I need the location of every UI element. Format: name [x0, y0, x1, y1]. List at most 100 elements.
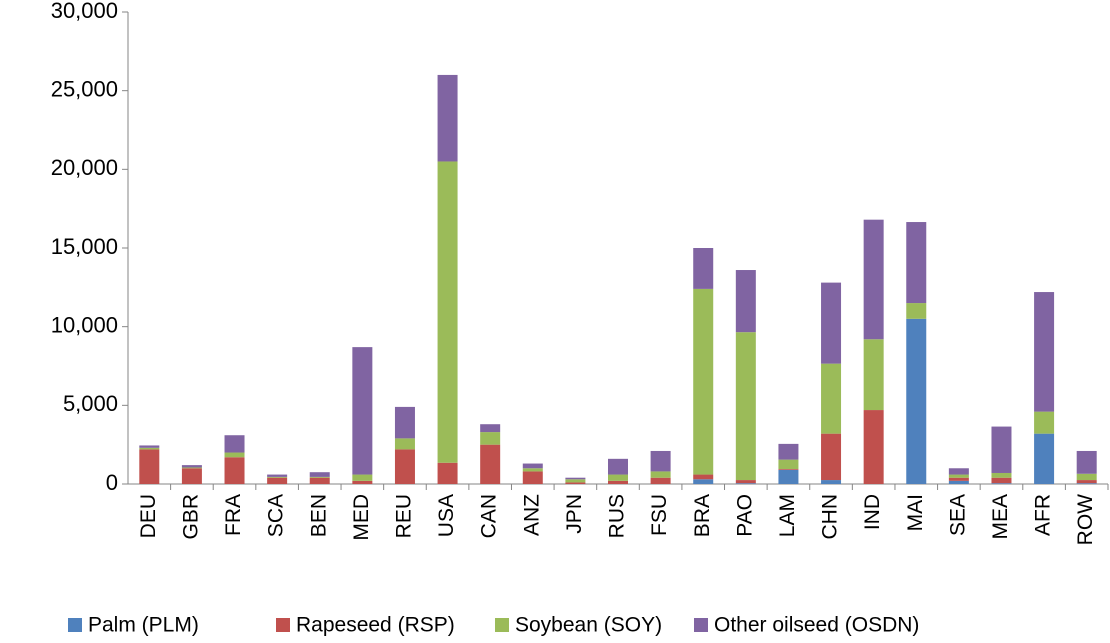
bar-segment [267, 476, 288, 478]
bar-segment [139, 449, 160, 484]
bar-segment [821, 282, 842, 364]
bar-segment [948, 477, 969, 481]
legend-label: Rapeseed (RSP) [296, 614, 455, 637]
bar-segment [394, 438, 415, 450]
x-tick-label: USA [435, 494, 458, 537]
x-tick-label: SCA [265, 494, 288, 537]
bar-segment [863, 410, 884, 484]
bar-segment [821, 433, 842, 481]
legend-swatch [694, 618, 708, 632]
bar-segment [1034, 411, 1055, 434]
bar-segment [693, 248, 714, 289]
y-tick-label: 30,000 [51, 0, 118, 23]
bar-segment [181, 467, 202, 469]
bar-segment [650, 471, 671, 478]
bar-segment [480, 432, 501, 445]
bar-segment [437, 161, 458, 463]
x-tick-label: MED [350, 494, 373, 541]
bar-segment [437, 74, 458, 162]
bar-segment [650, 450, 671, 472]
bar-segment [991, 483, 1012, 484]
legend-label: Other oilseed (OSDN) [714, 614, 919, 637]
bar-segment [821, 363, 842, 434]
bar-segment [735, 270, 756, 333]
bar-segment [394, 449, 415, 484]
bar-segment [181, 465, 202, 468]
x-tick-label: DEU [137, 494, 160, 538]
bar-segment [267, 477, 288, 484]
bar-segment [139, 445, 160, 448]
x-tick-label: RUS [606, 494, 629, 538]
legend-swatch [495, 618, 509, 632]
bar-segment [948, 474, 969, 478]
bar-segment [650, 477, 671, 484]
x-tick-label: FSU [648, 494, 671, 536]
bar-segment [821, 480, 842, 484]
x-tick-label: PAO [733, 494, 756, 537]
bar-segment [565, 482, 586, 484]
x-tick-label: AFR [1032, 494, 1055, 536]
x-tick-label: ROW [1074, 494, 1097, 546]
bar-segment [1034, 433, 1055, 484]
x-tick-label: MEA [989, 494, 1012, 540]
bar-segment [863, 219, 884, 340]
x-tick-label: IND [861, 494, 884, 530]
x-tick-label: SEA [946, 494, 969, 536]
x-tick-label: LAM [776, 494, 799, 537]
bar-segment [437, 462, 458, 484]
x-tick-label: ANZ [520, 494, 543, 536]
y-tick-label: 15,000 [51, 234, 118, 259]
bar-segment [309, 477, 330, 484]
bar-segment [352, 347, 373, 475]
bar-segment [608, 474, 628, 481]
x-tick-label: BRA [691, 494, 714, 537]
bar-segment [1034, 292, 1055, 412]
x-tick-label: JPN [563, 494, 586, 534]
bar-segment [1076, 483, 1097, 484]
bar-segment [608, 480, 628, 484]
y-tick-label: 20,000 [51, 155, 118, 180]
legend-label: Soybean (SOY) [515, 614, 662, 637]
bar-segment [394, 406, 415, 439]
y-tick-label: 10,000 [51, 312, 118, 337]
bar-segment [906, 318, 927, 484]
bar-segment [522, 463, 543, 469]
bar-segment [352, 480, 373, 484]
x-tick-label: REU [393, 494, 416, 538]
bar-segment [565, 479, 586, 483]
bar-segment [181, 468, 202, 484]
y-tick-label: 25,000 [51, 76, 118, 101]
legend-label: Palm (PLM) [88, 614, 199, 637]
bar-segment [480, 444, 501, 484]
legend-swatch [68, 618, 82, 632]
bar-segment [1076, 450, 1097, 474]
bar-segment [948, 480, 969, 484]
bar-segment [991, 472, 1012, 478]
bar-segment [863, 339, 884, 411]
bar-segment [1076, 473, 1097, 481]
bar-segment [948, 468, 969, 475]
bar-segment [522, 471, 543, 484]
bar-segment [224, 435, 245, 453]
bar-segment [522, 468, 543, 472]
bar-segment [735, 332, 756, 481]
bar-segment [778, 459, 799, 470]
bar-segment [778, 469, 799, 484]
bar-segment [778, 443, 799, 460]
bar-segment [608, 458, 628, 475]
x-tick-label: FRA [222, 494, 245, 536]
bar-segment [778, 469, 799, 470]
bar-segment [309, 472, 330, 477]
bar-segment [735, 480, 756, 484]
x-tick-label: CAN [478, 494, 501, 538]
bar-segment [309, 476, 330, 478]
x-tick-label: BEN [307, 494, 330, 537]
bar-segment [693, 288, 714, 475]
x-tick-label: GBR [179, 494, 202, 540]
x-tick-label: CHN [819, 494, 842, 540]
y-tick-label: 5,000 [63, 391, 118, 416]
bar-segment [139, 447, 160, 450]
bar-segment [991, 477, 1012, 484]
bar-segment [693, 474, 714, 480]
